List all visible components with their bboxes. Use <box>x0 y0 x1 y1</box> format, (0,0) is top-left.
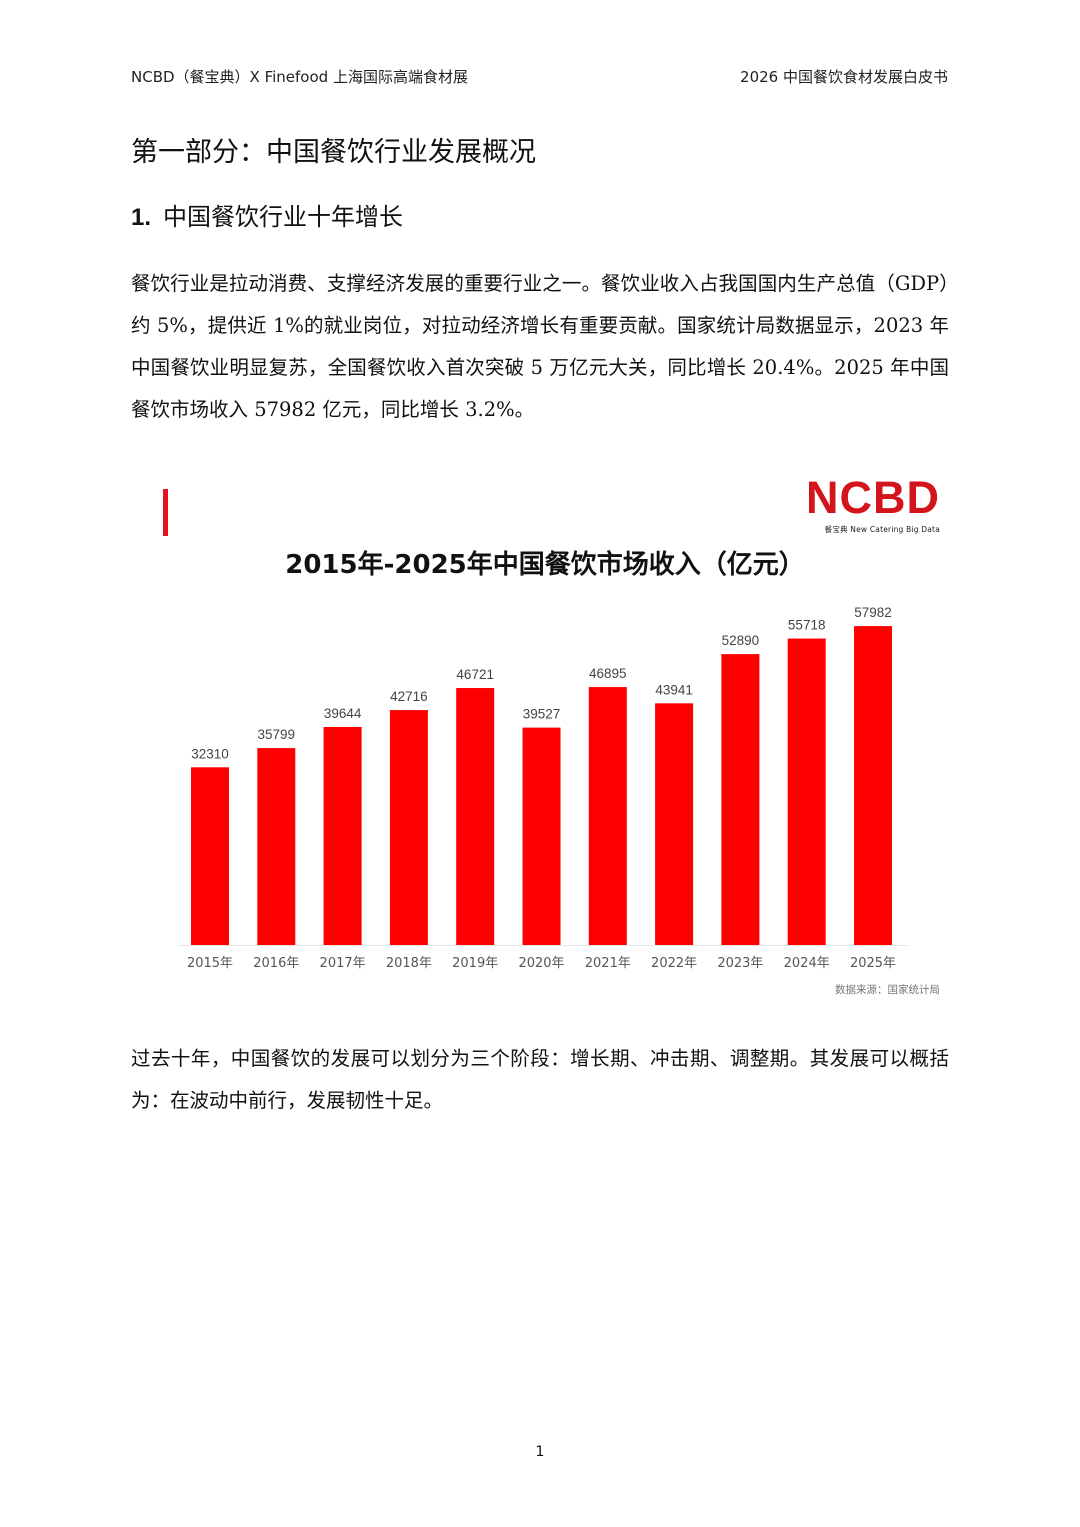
data-label: 42716 <box>390 689 428 704</box>
bar-2025年 <box>854 626 892 945</box>
bar-2019年 <box>456 688 495 945</box>
chart-source: 数据来源：国家统计局 <box>835 984 940 996</box>
bar-2016年 <box>257 748 296 945</box>
chart-accent-bar <box>163 489 168 536</box>
bar-2021年 <box>588 687 627 945</box>
bar-2020年 <box>522 727 561 945</box>
logo-subtitle: 餐宝典 New Catering Big Data <box>824 525 940 534</box>
revenue-chart: NCBD 餐宝典 New Catering Big Data 2015年-202… <box>140 470 950 1010</box>
data-label: 32310 <box>191 746 229 761</box>
x-tick-label: 2018年 <box>386 956 432 971</box>
x-tick-label: 2020年 <box>518 956 564 971</box>
ncbd-logo: NCBD 餐宝典 New Catering Big Data <box>806 474 940 535</box>
x-tick-label: 2025年 <box>850 956 896 971</box>
bar-2017年 <box>323 726 362 945</box>
x-tick-label: 2024年 <box>784 956 830 971</box>
bar-2022年 <box>655 703 694 945</box>
summary-paragraph: 过去十年，中国餐饮的发展可以划分为三个阶段：增长期、冲击期、调整期。其发展可以概… <box>131 1047 949 1112</box>
x-tick-label: 2017年 <box>320 956 366 971</box>
bar-2023年 <box>721 654 760 945</box>
section-number: 1. <box>131 204 152 231</box>
section-title: 中国餐饮行业十年增长 <box>163 203 404 231</box>
bar-2015年 <box>191 767 229 945</box>
x-tick-label: 2016年 <box>253 956 299 971</box>
part-title: 第一部分：中国餐饮行业发展概况 <box>131 137 536 168</box>
header-right-text: 2026 中国餐饮食材发展白皮书 <box>740 68 948 86</box>
x-tick-label: 2022年 <box>651 956 697 971</box>
bar-2024年 <box>787 638 826 945</box>
x-tick-label: 2021年 <box>585 956 631 971</box>
bar-2018年 <box>389 710 428 945</box>
logo-wordmark: NCBD <box>806 472 940 523</box>
chart-plot: 32310 2015年 35799 2016年 39644 2017年 42716 2018年… <box>178 605 908 971</box>
data-label: 55718 <box>788 618 826 633</box>
page-number: 1 <box>535 1444 545 1460</box>
chart-title: 2015年-2025年中国餐饮市场收入（亿元） <box>285 550 805 580</box>
data-label: 39644 <box>324 706 362 721</box>
data-label: 35799 <box>258 727 296 742</box>
data-label: 57982 <box>854 605 892 620</box>
x-tick-label: 2015年 <box>187 956 233 971</box>
intro-paragraph: 餐饮行业是拉动消费、支撑经济发展的重要行业之一。餐饮业收入占我国国内生产总值（G… <box>131 272 949 421</box>
x-tick-label: 2023年 <box>717 956 763 971</box>
data-label: 46721 <box>456 667 494 682</box>
x-tick-label: 2019年 <box>452 956 498 971</box>
header-left-text: NCBD（餐宝典）X Finefood 上海国际高端食材展 <box>131 68 468 86</box>
data-label: 39527 <box>523 707 561 722</box>
data-label: 46895 <box>589 666 627 681</box>
section-heading: 1. 中国餐饮行业十年增长 <box>131 197 403 232</box>
data-label: 52890 <box>722 633 760 648</box>
data-label: 43941 <box>655 682 693 697</box>
